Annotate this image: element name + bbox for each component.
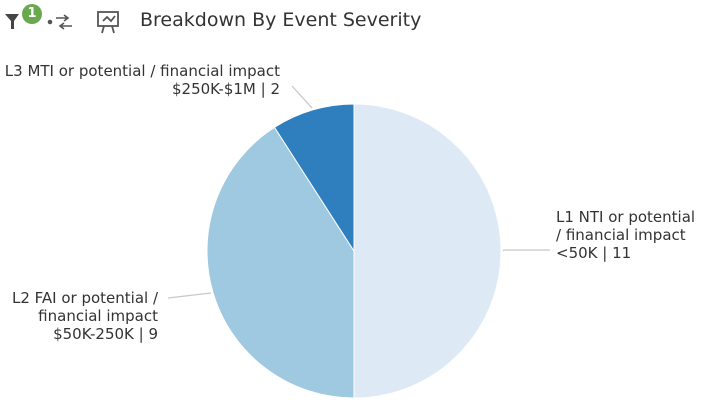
- toolbar-icons: [5, 11, 119, 34]
- chart-title: Breakdown By Event Severity: [140, 9, 422, 31]
- pie-slice: [353, 103, 502, 399]
- pie-slice: [273, 103, 355, 253]
- pie-slice: [206, 126, 355, 399]
- leader-line: [167, 292, 212, 299]
- presentation-icon[interactable]: [97, 11, 119, 34]
- slice-label: L3 MTI or potential / financial impact $…: [4, 62, 280, 98]
- filter-badge: 1: [22, 4, 42, 24]
- slice-label: L1 NTI or potential / financial impact <…: [556, 208, 696, 262]
- filter-icon[interactable]: [5, 14, 19, 29]
- leader-line: [502, 249, 550, 252]
- leader-line: [291, 85, 313, 109]
- slice-label: L2 FAI or potential / financial impact $…: [11, 289, 158, 343]
- link-icon[interactable]: [47, 14, 73, 30]
